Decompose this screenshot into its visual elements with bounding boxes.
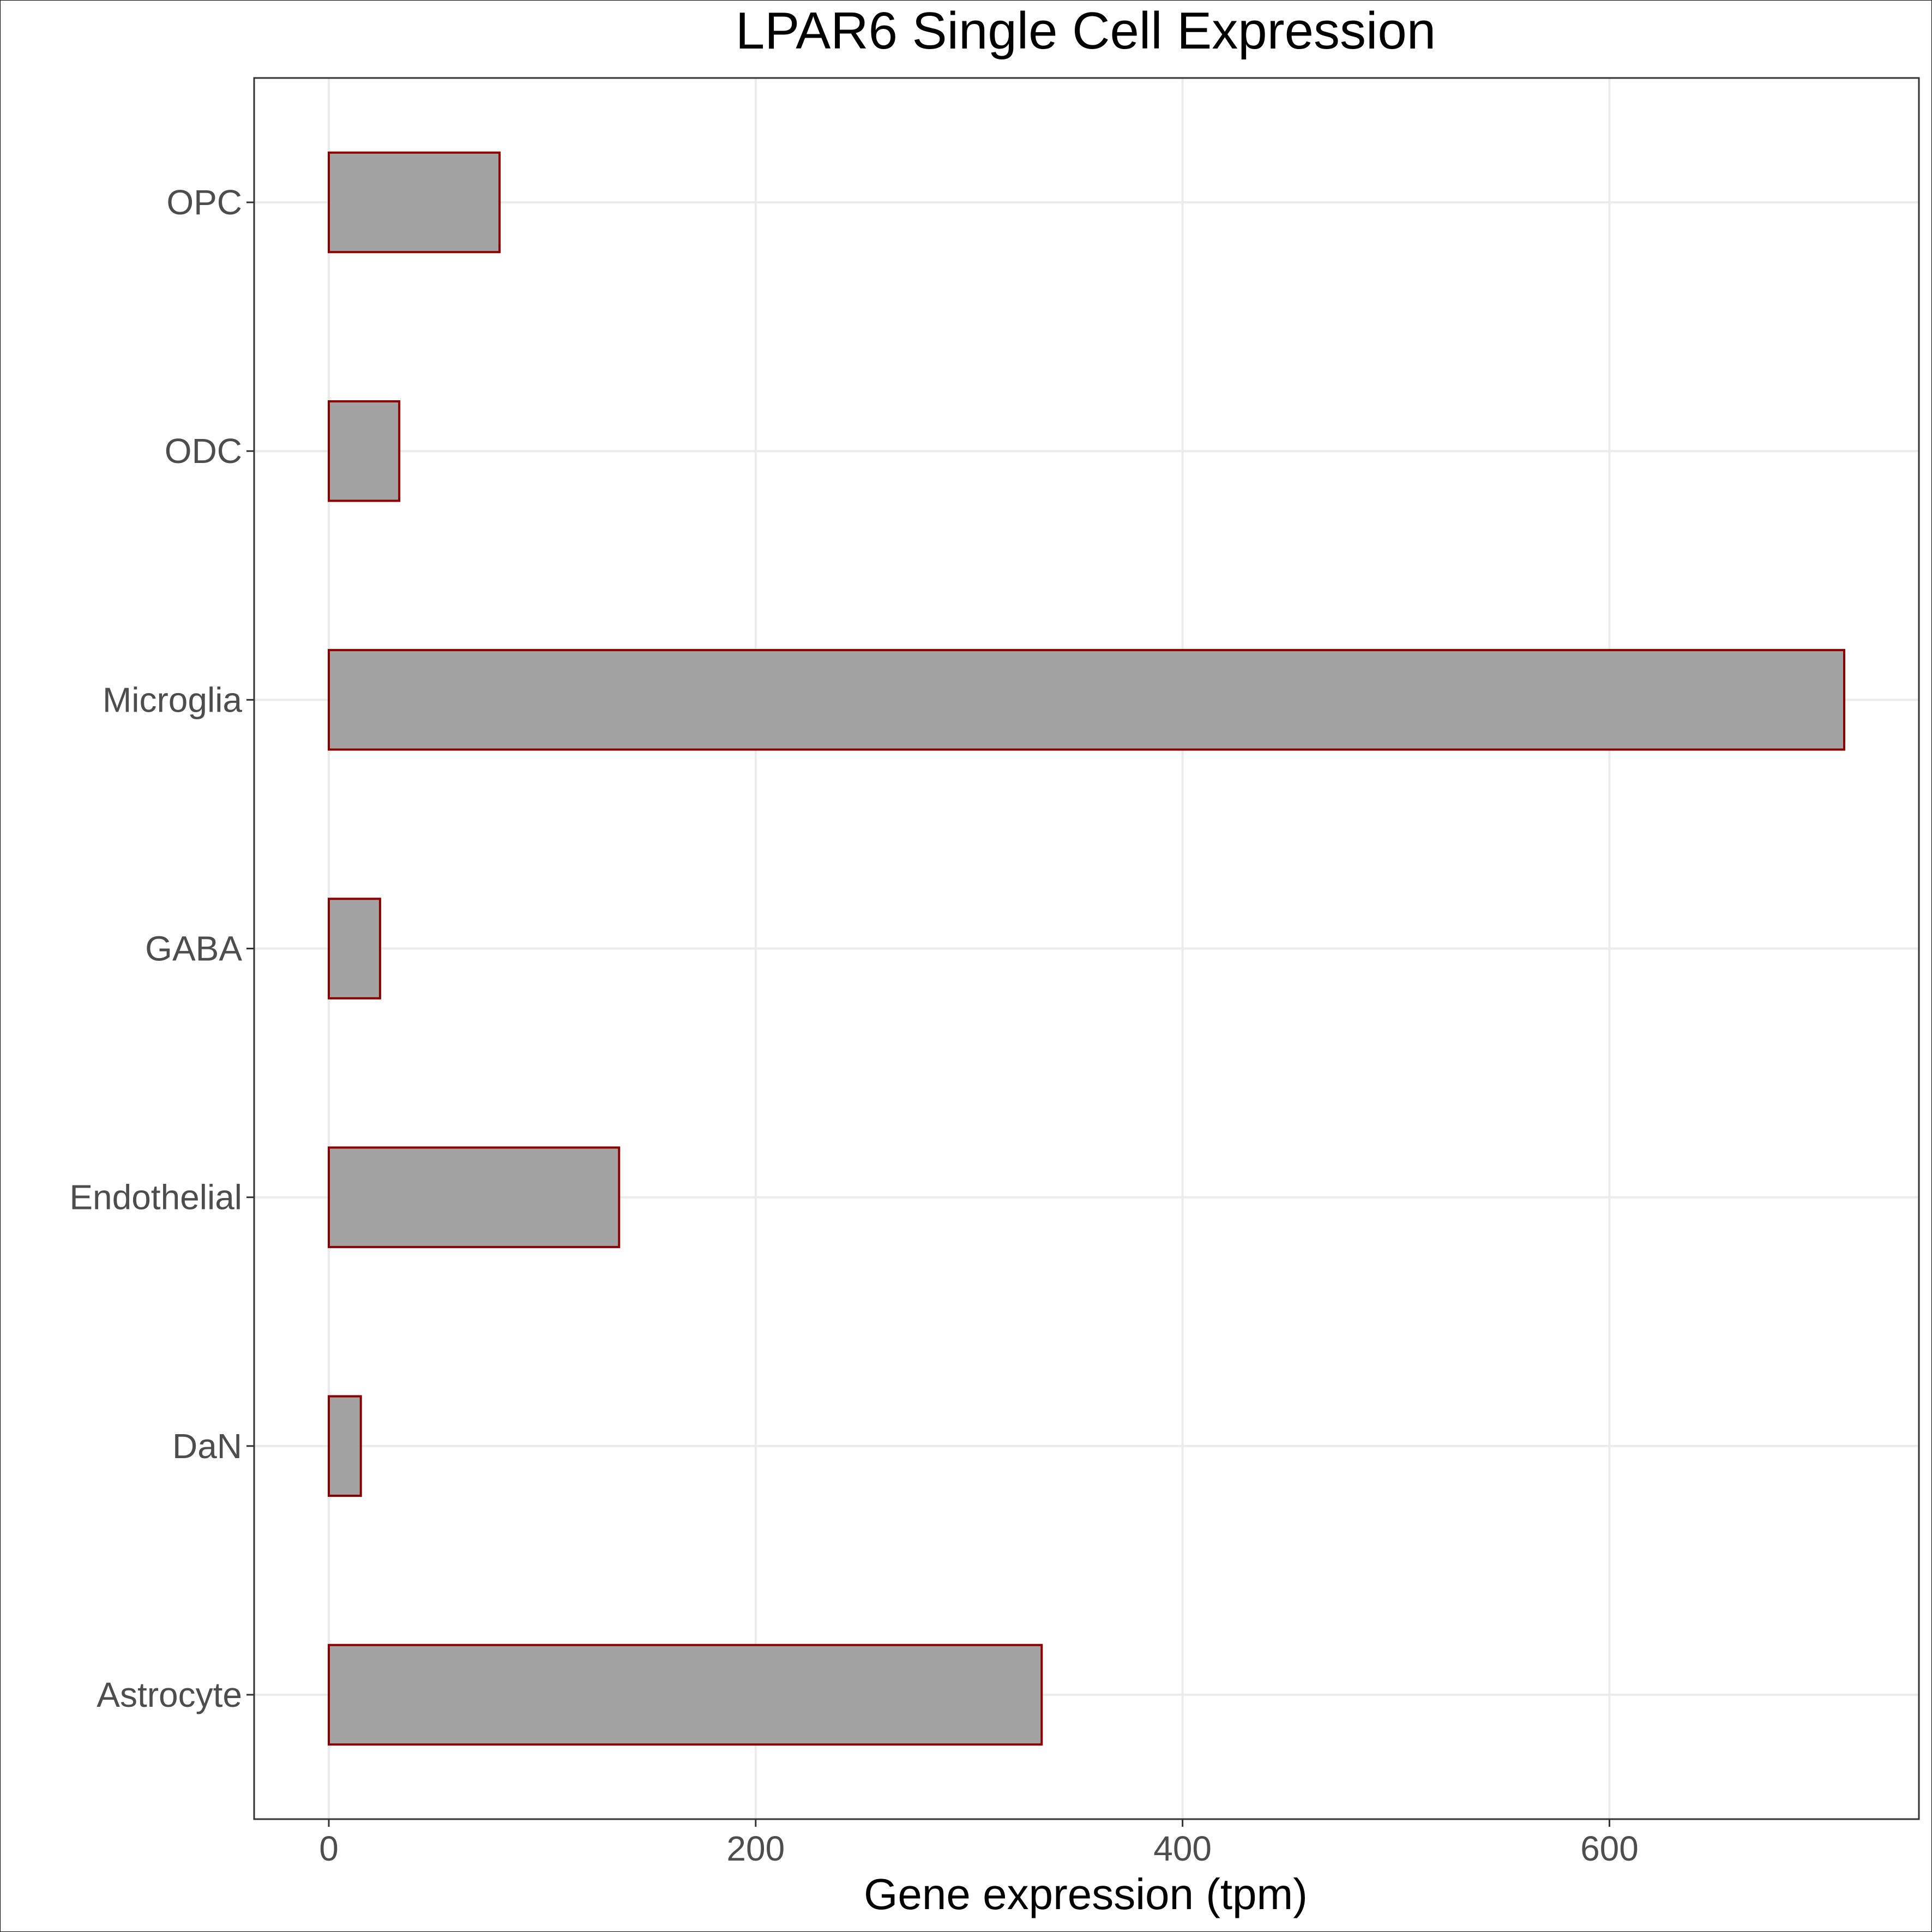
grid-lines [254, 78, 1919, 1819]
x-axis-title: Gene expression (tpm) [864, 1870, 1308, 1918]
x-axis-ticks: 0 200 400 600 [319, 1819, 1639, 1868]
bar-dan [327, 1395, 362, 1497]
y-tick-label-dan: DaN [172, 1427, 242, 1466]
bar-endothelial [327, 1146, 621, 1248]
bar-microglia [327, 649, 1846, 751]
chart-title: LPAR6 Single Cell Expression [736, 2, 1436, 60]
bar-opc [327, 151, 501, 254]
bars [327, 151, 1846, 1746]
x-tick-label-0: 0 [319, 1829, 339, 1868]
y-tick-label-astrocyte: Astrocyte [97, 1675, 242, 1714]
x-tick-label-200: 200 [726, 1829, 785, 1868]
bar-astrocyte [327, 1644, 1043, 1746]
bar-gaba [327, 898, 381, 1000]
y-tick-label-microglia: Microglia [103, 680, 242, 719]
x-tick-label-600: 600 [1580, 1829, 1639, 1868]
y-axis-ticks: Astrocyte DaN Endothelial GABA Microglia ODC O… [69, 183, 254, 1714]
x-tick-label-400: 400 [1153, 1829, 1212, 1868]
y-tick-label-opc: OPC [166, 183, 242, 222]
y-tick-label-gaba: GABA [145, 929, 242, 968]
bar-odc [327, 400, 401, 502]
y-tick-label-endothelial: Endothelial [69, 1178, 242, 1217]
y-tick-label-odc: ODC [165, 431, 242, 471]
